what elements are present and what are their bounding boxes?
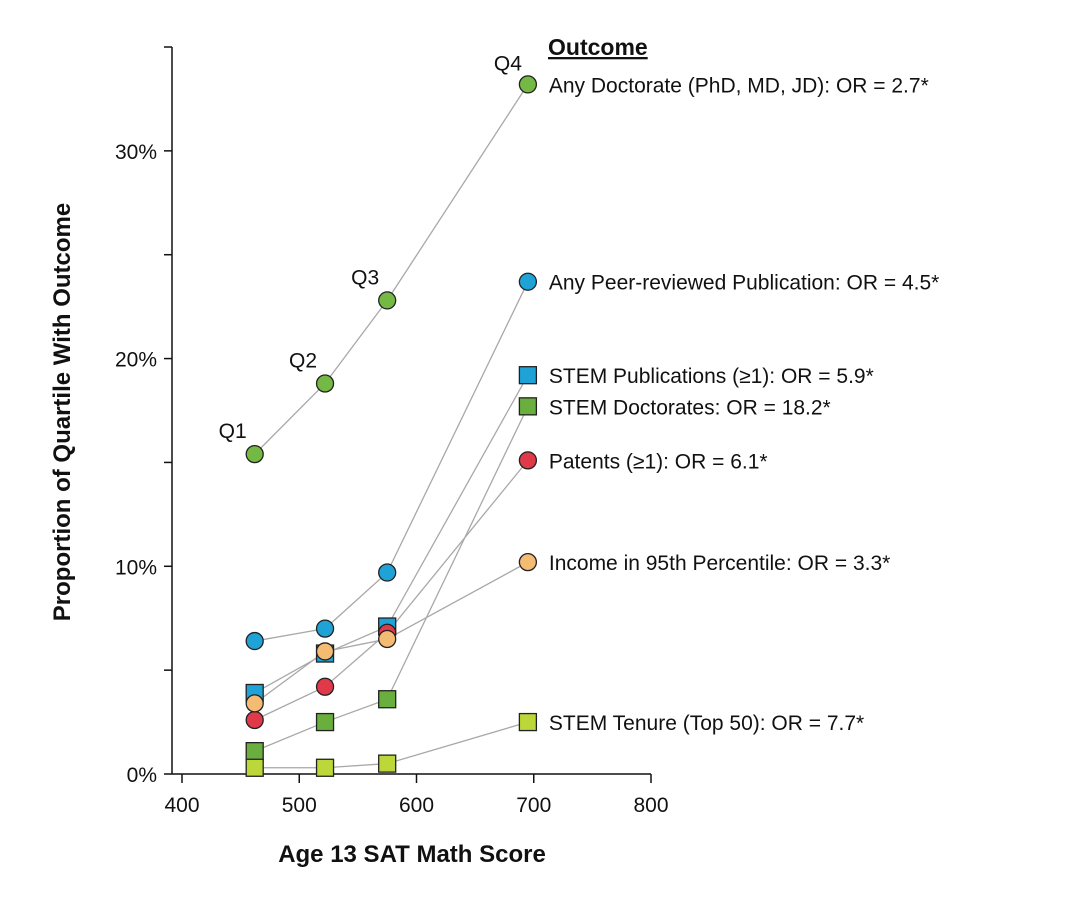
data-point <box>378 291 397 310</box>
data-point <box>518 75 538 94</box>
data-point <box>245 631 264 651</box>
quartile-label: Q1 <box>219 420 247 443</box>
series-label: Patents (≥1): OR = 6.1* <box>549 450 768 473</box>
data-point <box>378 629 397 649</box>
data-point <box>378 563 397 582</box>
data-point <box>518 451 538 470</box>
data-point <box>245 444 264 464</box>
legend-title: Outcome <box>548 34 648 60</box>
y-tick-label: 0% <box>127 764 157 787</box>
data-point <box>315 758 335 777</box>
quartile-label: Q4 <box>494 52 522 75</box>
x-tick-label: 500 <box>282 794 317 817</box>
y-tick-label: 20% <box>115 349 157 372</box>
series-line <box>254 281 529 642</box>
data-point <box>518 272 538 291</box>
series-line <box>254 406 529 752</box>
data-point <box>245 694 264 713</box>
y-tick-label: 10% <box>115 556 157 579</box>
data-point <box>245 710 264 730</box>
y-axis-title: Proportion of Quartile With Outcome <box>49 203 76 621</box>
series-line <box>254 721 529 769</box>
series-line <box>254 561 529 704</box>
x-axis-title: Age 13 SAT Math Score <box>278 841 546 868</box>
data-point <box>518 397 538 416</box>
x-tick-label: 700 <box>516 794 551 817</box>
data-point <box>315 712 335 732</box>
x-tick-label: 800 <box>633 794 668 817</box>
data-point <box>245 758 264 777</box>
data-point <box>315 619 335 638</box>
series-line <box>254 84 529 455</box>
quartile-label: Q2 <box>289 349 317 372</box>
series-label: Any Doctorate (PhD, MD, JD): OR = 2.7* <box>549 74 929 97</box>
quartile-label: Q3 <box>351 266 379 289</box>
series-markers <box>245 75 538 777</box>
data-point <box>378 754 397 773</box>
series-label: STEM Publications (≥1): OR = 5.9* <box>549 365 874 388</box>
series-line <box>254 374 529 694</box>
data-point <box>315 677 335 696</box>
series-label: STEM Tenure (Top 50): OR = 7.7* <box>549 712 864 735</box>
series-line <box>254 459 529 721</box>
series-label: Any Peer-reviewed Publication: OR = 4.5* <box>549 272 939 295</box>
x-tick-label: 400 <box>164 794 199 817</box>
y-tick-label: 30% <box>115 141 157 164</box>
chart-text: 400 500 600 700 800 0% 10% 20% 30% Age 13 SAT Mat… <box>49 34 939 868</box>
data-point <box>378 690 397 709</box>
series-lines <box>254 84 529 769</box>
series-label: Income in 95th Percentile: OR = 3.3* <box>549 552 890 575</box>
data-point <box>315 374 335 393</box>
data-point <box>315 642 335 661</box>
data-point <box>245 742 264 761</box>
data-point <box>518 366 538 385</box>
data-point <box>518 712 538 732</box>
series-label: STEM Doctorates: OR = 18.2* <box>549 396 831 419</box>
data-point <box>518 552 538 572</box>
x-tick-label: 600 <box>399 794 434 817</box>
